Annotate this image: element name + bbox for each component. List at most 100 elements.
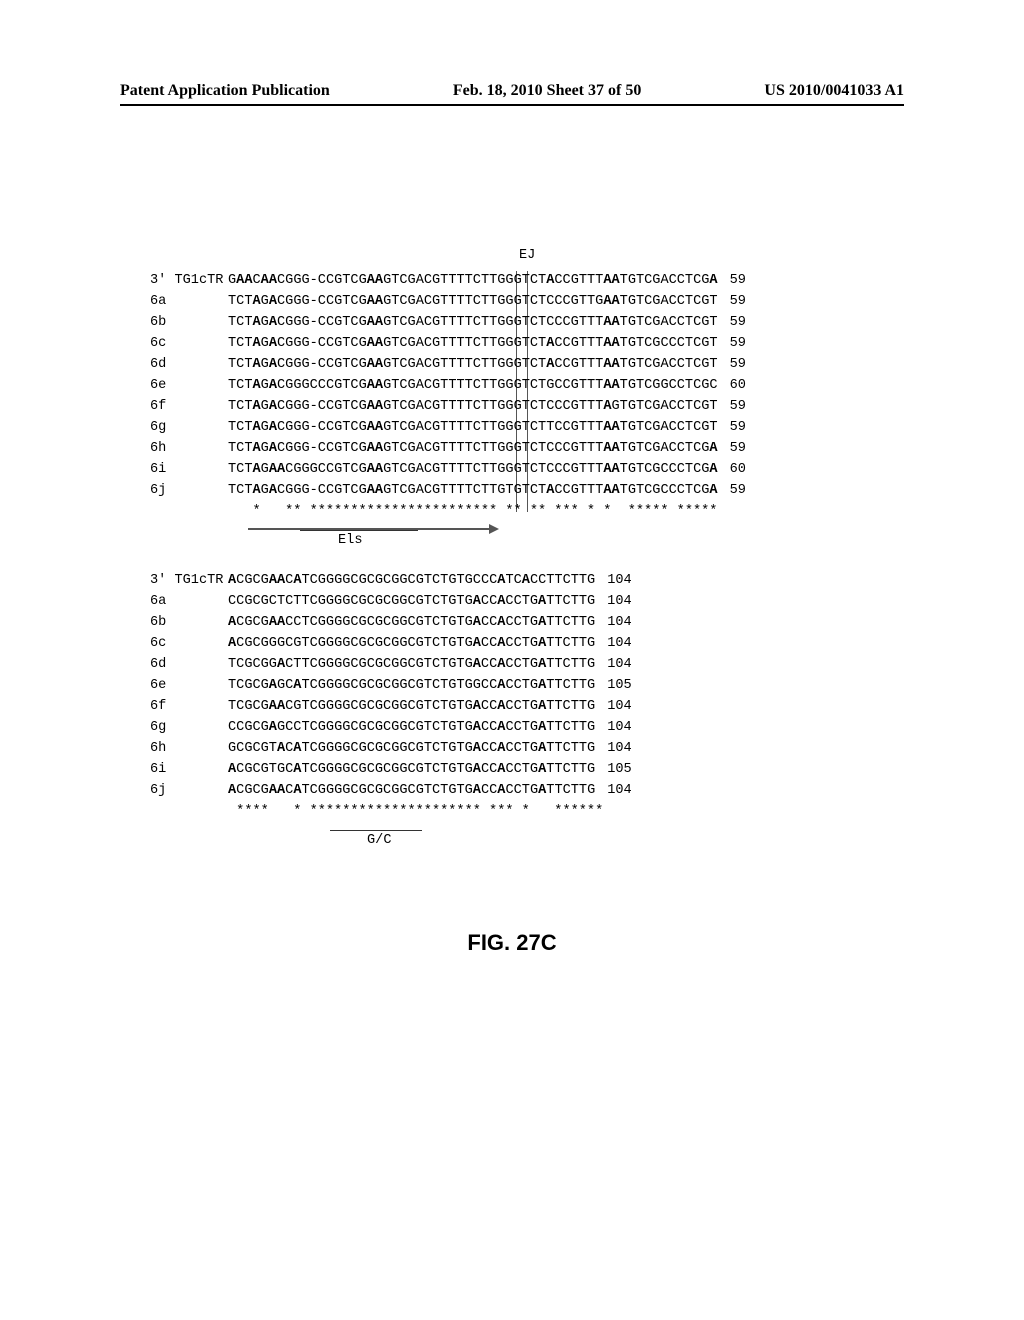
page-header: Patent Application Publication Feb. 18, … xyxy=(120,82,904,106)
sequence: TCGCGAGCATCGGGGCGCGCGGCGTCTGTGGCCACCTGAT… xyxy=(228,675,595,696)
position-number: 60 xyxy=(718,375,746,396)
position-number: 104 xyxy=(595,591,631,612)
header-right: US 2010/0041033 A1 xyxy=(764,82,904,100)
alignment-row: 6bACGCGAACCTCGGGGCGCGCGGCGTCTGTGACCACCTG… xyxy=(150,612,632,633)
position-number: 59 xyxy=(718,417,746,438)
sequence: ACGCGGGCGTCGGGGCGCGCGGCGTCTGTGACCACCTGAT… xyxy=(228,633,595,654)
header-left: Patent Application Publication xyxy=(120,82,330,100)
alignment-row: 3' TG1cTRACGCGAACATCGGGGCGCGCGGCGTCTGTGC… xyxy=(150,570,632,591)
position-number: 60 xyxy=(718,459,746,480)
els-arrow xyxy=(248,524,499,534)
sequence: TCTAGACGGG-CCGTCGAAGTCGACGTTTTCTTGTGTCTA… xyxy=(228,480,718,501)
consensus: * ** *********************** ** ** *** *… xyxy=(228,501,717,522)
row-label: 6b xyxy=(150,612,228,633)
sequence: ACGCGAACATCGGGGCGCGCGGCGTCTGTGACCACCTGAT… xyxy=(228,780,595,801)
row-label: 6d xyxy=(150,354,228,375)
sequence: TCTAGACGGG-CCGTCGAAGTCGACGTTTTCTTGGGTCTC… xyxy=(228,291,718,312)
gc-line xyxy=(330,830,422,831)
row-label: 6h xyxy=(150,738,228,759)
position-number: 104 xyxy=(595,612,631,633)
alignment-row: 6eTCGCGAGCATCGGGGCGCGCGGCGTCTGTGGCCACCTG… xyxy=(150,675,632,696)
sequence: TCGCGAACGTCGGGGCGCGCGGCGTCTGTGACCACCTGAT… xyxy=(228,696,595,717)
position-number: 105 xyxy=(595,759,631,780)
alignment-row: 6fTCGCGAACGTCGGGGCGCGCGGCGTCTGTGACCACCTG… xyxy=(150,696,632,717)
position-number: 59 xyxy=(718,291,746,312)
row-label: 6d xyxy=(150,654,228,675)
sequence: TCTAGACGGGCCCGTCGAAGTCGACGTTTTCTTGGGTCTG… xyxy=(228,375,718,396)
alignment-row: 6iTCTAGAACGGGCCGTCGAAGTCGACGTTTTCTTGGGTC… xyxy=(150,459,746,480)
consensus-row: **** * ********************* *** * *****… xyxy=(150,801,632,822)
position-number: 104 xyxy=(595,654,631,675)
row-label: 3' TG1cTR xyxy=(150,270,228,291)
sequence: TCTAGACGGG-CCGTCGAAGTCGACGTTTTCTTGGGTCTA… xyxy=(228,354,718,375)
sequence: GAACAACGGG-CCGTCGAAGTCGACGTTTTCTTGGGTCTA… xyxy=(228,270,718,291)
position-number: 59 xyxy=(718,270,746,291)
row-label: 6i xyxy=(150,759,228,780)
alignment-row: 6cACGCGGGCGTCGGGGCGCGCGGCGTCTGTGACCACCTG… xyxy=(150,633,632,654)
position-number: 59 xyxy=(718,396,746,417)
position-number: 59 xyxy=(718,438,746,459)
alignment-row: 6hTCTAGACGGG-CCGTCGAAGTCGACGTTTTCTTGGGTC… xyxy=(150,438,746,459)
sequence: ACGCGTGCATCGGGGCGCGCGGCGTCTGTGACCACCTGAT… xyxy=(228,759,595,780)
alignment-row: 6hGCGCGTACATCGGGGCGCGCGGCGTCTGTGACCACCTG… xyxy=(150,738,632,759)
alignment-block-2: 3' TG1cTRACGCGAACATCGGGGCGCGCGGCGTCTGTGC… xyxy=(150,570,632,822)
ej-label: EJ xyxy=(519,248,535,263)
position-number: 59 xyxy=(718,480,746,501)
position-number: 104 xyxy=(595,717,631,738)
row-label: 6j xyxy=(150,480,228,501)
gc-label: G/C xyxy=(367,833,391,848)
position-number: 104 xyxy=(595,570,631,591)
row-label: 6e xyxy=(150,375,228,396)
row-label: 6g xyxy=(150,417,228,438)
position-number: 59 xyxy=(718,312,746,333)
row-label: 6f xyxy=(150,696,228,717)
consensus: **** * ********************* *** * *****… xyxy=(228,801,603,822)
alignment-row: 6jTCTAGACGGG-CCGTCGAAGTCGACGTTTTCTTGTGTC… xyxy=(150,480,746,501)
els-label: Els xyxy=(338,533,362,548)
sequence: CCGCGAGCCTCGGGGCGCGCGGCGTCTGTGACCACCTGAT… xyxy=(228,717,595,738)
position-number: 104 xyxy=(595,633,631,654)
row-label: 6c xyxy=(150,333,228,354)
sequence: TCTAGACGGG-CCGTCGAAGTCGACGTTTTCTTGGGTCTT… xyxy=(228,417,718,438)
row-label: 6b xyxy=(150,312,228,333)
alignment-row: 6aTCTAGACGGG-CCGTCGAAGTCGACGTTTTCTTGGGTC… xyxy=(150,291,746,312)
alignment-row: 6dTCTAGACGGG-CCGTCGAAGTCGACGTTTTCTTGGGTC… xyxy=(150,354,746,375)
sequence: TCTAGACGGG-CCGTCGAAGTCGACGTTTTCTTGGGTCTC… xyxy=(228,438,718,459)
position-number: 59 xyxy=(718,354,746,375)
alignment-row: 6aCCGCGCTCTTCGGGGCGCGCGGCGTCTGTGACCACCTG… xyxy=(150,591,632,612)
row-label: 3' TG1cTR xyxy=(150,570,228,591)
row-label: 6e xyxy=(150,675,228,696)
alignment-row: 6gCCGCGAGCCTCGGGGCGCGCGGCGTCTGTGACCACCTG… xyxy=(150,717,632,738)
row-label: 6g xyxy=(150,717,228,738)
row-label: 6i xyxy=(150,459,228,480)
position-number: 104 xyxy=(595,780,631,801)
row-label: 6j xyxy=(150,780,228,801)
sequence: GCGCGTACATCGGGGCGCGCGGCGTCTGTGACCACCTGAT… xyxy=(228,738,595,759)
alignment-row: 6gTCTAGACGGG-CCGTCGAAGTCGACGTTTTCTTGGGTC… xyxy=(150,417,746,438)
position-number: 105 xyxy=(595,675,631,696)
sequence: CCGCGCTCTTCGGGGCGCGCGGCGTCTGTGACCACCTGAT… xyxy=(228,591,595,612)
position-number: 104 xyxy=(595,696,631,717)
sequence: TCTAGAACGGGCCGTCGAAGTCGACGTTTTCTTGGGTCTC… xyxy=(228,459,718,480)
alignment-row: 6bTCTAGACGGG-CCGTCGAAGTCGACGTTTTCTTGGGTC… xyxy=(150,312,746,333)
figure-caption: FIG. 27C xyxy=(0,930,1024,956)
alignment-row: 6dTCGCGGACTTCGGGGCGCGCGGCGTCTGTGACCACCTG… xyxy=(150,654,632,675)
alignment-row: 6eTCTAGACGGGCCCGTCGAAGTCGACGTTTTCTTGGGTC… xyxy=(150,375,746,396)
alignment-block-1: 3' TG1cTRGAACAACGGG-CCGTCGAAGTCGACGTTTTC… xyxy=(150,270,746,522)
row-label: 6a xyxy=(150,591,228,612)
alignment-row: 6iACGCGTGCATCGGGGCGCGCGGCGTCTGTGACCACCTG… xyxy=(150,759,632,780)
alignment-row: 6cTCTAGACGGG-CCGTCGAAGTCGACGTTTTCTTGGGTC… xyxy=(150,333,746,354)
row-label: 6a xyxy=(150,291,228,312)
position-number: 59 xyxy=(718,333,746,354)
els-line xyxy=(300,530,418,531)
sequence: ACGCGAACCTCGGGGCGCGCGGCGTCTGTGACCACCTGAT… xyxy=(228,612,595,633)
consensus-row: * ** *********************** ** ** *** *… xyxy=(150,501,746,522)
sequence: TCTAGACGGG-CCGTCGAAGTCGACGTTTTCTTGGGTCTA… xyxy=(228,333,718,354)
sequence: TCGCGGACTTCGGGGCGCGCGGCGTCTGTGACCACCTGAT… xyxy=(228,654,595,675)
row-label: 6c xyxy=(150,633,228,654)
alignment-row: 6jACGCGAACATCGGGGCGCGCGGCGTCTGTGACCACCTG… xyxy=(150,780,632,801)
sequence: TCTAGACGGG-CCGTCGAAGTCGACGTTTTCTTGGGTCTC… xyxy=(228,312,718,333)
alignment-row: 6fTCTAGACGGG-CCGTCGAAGTCGACGTTTTCTTGGGTC… xyxy=(150,396,746,417)
sequence: ACGCGAACATCGGGGCGCGCGGCGTCTGTGCCCATCACCT… xyxy=(228,570,595,591)
position-number: 104 xyxy=(595,738,631,759)
